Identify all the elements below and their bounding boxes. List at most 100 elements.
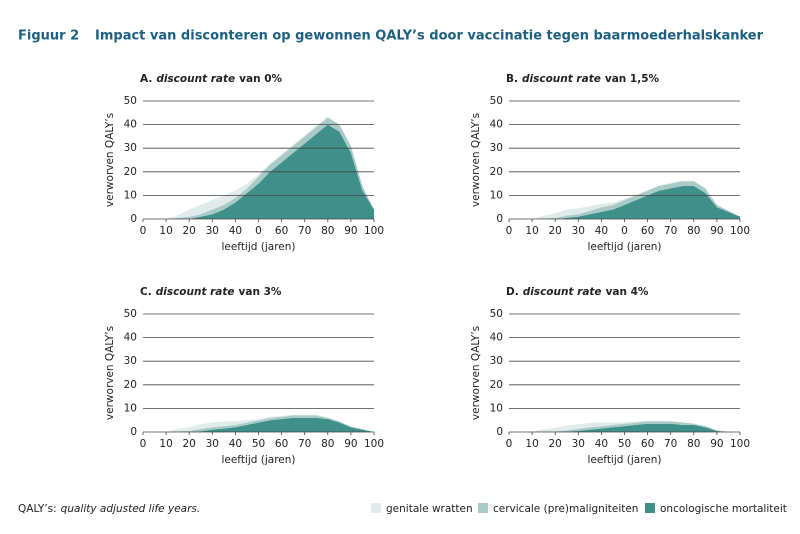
- panel-letter: B.: [506, 73, 518, 85]
- x-tick-label: 90: [344, 225, 357, 237]
- area: [532, 181, 740, 219]
- figure-title: Impact van disconteren op gewonnen QALY’…: [95, 29, 764, 44]
- legend-swatch: [645, 503, 655, 513]
- footnote: QALY’s: quality adjusted life years.: [18, 503, 200, 515]
- area: [166, 117, 374, 219]
- x-tick-label: 40: [595, 438, 608, 450]
- y-tick-label: 10: [490, 402, 503, 414]
- panel-title: C. discount rate van 3%: [140, 286, 282, 298]
- y-tick-label: 50: [124, 308, 137, 320]
- legend-label: oncologische mortaliteit: [660, 503, 787, 515]
- x-tick-label: 50: [252, 438, 265, 450]
- panel-letter: D.: [506, 286, 519, 298]
- y-tick-label: 30: [490, 142, 503, 154]
- x-axis-label: leeftijd (jaren): [587, 241, 661, 253]
- panel-letter: C.: [140, 286, 152, 298]
- x-tick-label: 50: [618, 438, 631, 450]
- x-tick-label: 20: [549, 438, 562, 450]
- x-tick-label: 60: [275, 438, 288, 450]
- legend-swatch: [371, 503, 381, 513]
- y-tick-label: 0: [130, 426, 137, 438]
- panel-title: D. discount rate van 4%: [506, 286, 649, 298]
- x-tick-label: 100: [364, 225, 384, 237]
- x-tick-label: 60: [641, 225, 654, 237]
- y-tick-label: 40: [124, 119, 137, 131]
- y-tick-label: 20: [490, 166, 503, 178]
- x-tick-label: 70: [298, 225, 311, 237]
- y-tick-label: 30: [124, 142, 137, 154]
- area: [532, 421, 740, 432]
- x-tick-label: 90: [710, 225, 723, 237]
- panel-title-em: discount rate: [522, 73, 601, 85]
- x-tick-label: 10: [525, 438, 538, 450]
- panel-title: A. discount rate van 0%: [140, 73, 283, 85]
- x-axis-label: leeftijd (jaren): [221, 241, 295, 253]
- x-tick-label: 10: [525, 225, 538, 237]
- panel-title-rest: van 1,5%: [605, 73, 660, 85]
- x-tick-label: 0: [140, 438, 147, 450]
- y-tick-label: 10: [124, 402, 137, 414]
- legend-label: cervicale (pre)maligniteiten: [493, 503, 638, 515]
- x-tick-label: 20: [549, 225, 562, 237]
- y-tick-label: 40: [490, 119, 503, 131]
- figure-label: Figuur 2: [18, 29, 79, 44]
- y-tick-label: 10: [490, 189, 503, 201]
- y-tick-label: 20: [124, 379, 137, 391]
- x-tick-label: 40: [595, 225, 608, 237]
- x-tick-label: 20: [183, 225, 196, 237]
- panel-title-rest: van 0%: [239, 73, 282, 85]
- y-axis-label: verworven QALY’s: [470, 326, 482, 420]
- panel-title-rest: van 3%: [239, 286, 282, 298]
- x-tick-label: 30: [572, 225, 585, 237]
- x-tick-label: 40: [229, 438, 242, 450]
- x-tick-label: 100: [730, 225, 750, 237]
- area: [532, 420, 740, 432]
- x-tick-label: 0: [255, 225, 262, 237]
- y-tick-label: 50: [490, 308, 503, 320]
- x-tick-label: 0: [506, 225, 513, 237]
- x-tick-label: 90: [344, 438, 357, 450]
- y-axis-label: verworven QALY’s: [470, 113, 482, 207]
- y-tick-label: 50: [490, 95, 503, 107]
- x-tick-label: 40: [229, 225, 242, 237]
- area: [532, 423, 740, 432]
- panel-title-em: discount rate: [156, 286, 235, 298]
- x-tick-label: 10: [159, 438, 172, 450]
- legend-label: genitale wratten: [386, 503, 473, 515]
- x-tick-label: 30: [572, 438, 585, 450]
- y-axis-label: verworven QALY’s: [104, 326, 116, 420]
- x-tick-label: 10: [159, 225, 172, 237]
- y-tick-label: 40: [124, 332, 137, 344]
- area: [166, 417, 374, 432]
- x-tick-label: 70: [298, 438, 311, 450]
- x-tick-label: 20: [183, 438, 196, 450]
- x-tick-label: 0: [140, 225, 147, 237]
- footnote-term: QALY’s:: [18, 503, 57, 515]
- x-axis-label: leeftijd (jaren): [221, 454, 295, 466]
- y-tick-label: 0: [496, 213, 503, 225]
- x-tick-label: 70: [664, 225, 677, 237]
- area: [532, 185, 740, 219]
- area: [532, 180, 740, 219]
- x-tick-label: 0: [621, 225, 628, 237]
- x-tick-label: 60: [275, 225, 288, 237]
- panel-title: B. discount rate van 1,5%: [506, 73, 660, 85]
- x-tick-label: 100: [730, 438, 750, 450]
- x-tick-label: 80: [687, 438, 700, 450]
- y-tick-label: 50: [124, 95, 137, 107]
- y-tick-label: 0: [496, 426, 503, 438]
- footnote-text: quality adjusted life years.: [61, 503, 201, 515]
- x-tick-label: 30: [206, 438, 219, 450]
- y-tick-label: 40: [490, 332, 503, 344]
- area: [166, 414, 374, 432]
- x-tick-label: 100: [364, 438, 384, 450]
- x-tick-label: 60: [641, 438, 654, 450]
- x-axis-label: leeftijd (jaren): [587, 454, 661, 466]
- y-axis-label: verworven QALY’s: [104, 113, 116, 207]
- y-tick-label: 0: [130, 213, 137, 225]
- x-tick-label: 90: [710, 438, 723, 450]
- area: [166, 415, 374, 432]
- panel-title-em: discount rate: [523, 286, 602, 298]
- x-tick-label: 80: [687, 225, 700, 237]
